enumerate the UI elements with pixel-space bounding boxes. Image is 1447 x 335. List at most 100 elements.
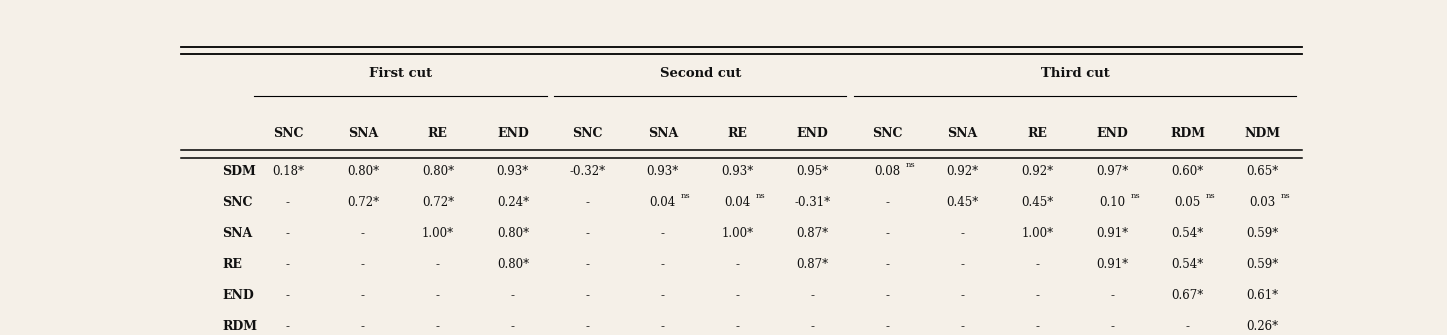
Text: 0.80*: 0.80* — [347, 165, 379, 178]
Text: 0.92*: 0.92* — [1022, 165, 1053, 178]
Text: 1.00*: 1.00* — [1022, 227, 1053, 240]
Text: -: - — [961, 289, 965, 302]
Text: -: - — [1036, 289, 1039, 302]
Text: -: - — [1036, 258, 1039, 271]
Text: -: - — [586, 289, 590, 302]
Text: 0.91*: 0.91* — [1097, 258, 1129, 271]
Text: ns: ns — [1130, 192, 1140, 200]
Text: -: - — [360, 320, 365, 333]
Text: 0.54*: 0.54* — [1172, 227, 1204, 240]
Text: 0.18*: 0.18* — [272, 165, 304, 178]
Text: -: - — [886, 289, 890, 302]
Text: 0.03: 0.03 — [1249, 196, 1276, 209]
Text: SNA: SNA — [223, 227, 253, 240]
Text: -: - — [1111, 320, 1114, 333]
Text: First cut: First cut — [369, 67, 431, 80]
Text: 0.05: 0.05 — [1175, 196, 1201, 209]
Text: -: - — [661, 227, 664, 240]
Text: NDM: NDM — [1244, 127, 1281, 140]
Text: -: - — [287, 196, 289, 209]
Text: -: - — [1036, 320, 1039, 333]
Text: ns: ns — [755, 192, 765, 200]
Text: -: - — [961, 227, 965, 240]
Text: ns: ns — [1205, 192, 1215, 200]
Text: 0.26*: 0.26* — [1246, 320, 1279, 333]
Text: -: - — [1111, 289, 1114, 302]
Text: 0.24*: 0.24* — [496, 196, 530, 209]
Text: END: END — [797, 127, 829, 140]
Text: -: - — [511, 289, 515, 302]
Text: SNA: SNA — [648, 127, 677, 140]
Text: Second cut: Second cut — [660, 67, 741, 80]
Text: 0.97*: 0.97* — [1097, 165, 1129, 178]
Text: 0.08: 0.08 — [874, 165, 900, 178]
Text: -0.31*: -0.31* — [794, 196, 831, 209]
Text: -: - — [360, 258, 365, 271]
Text: -: - — [287, 320, 289, 333]
Text: 0.72*: 0.72* — [347, 196, 379, 209]
Text: 0.92*: 0.92* — [946, 165, 978, 178]
Text: -: - — [436, 289, 440, 302]
Text: 0.93*: 0.93* — [496, 165, 530, 178]
Text: SNC: SNC — [223, 196, 253, 209]
Text: -: - — [886, 258, 890, 271]
Text: -: - — [961, 258, 965, 271]
Text: SNC: SNC — [573, 127, 603, 140]
Text: RE: RE — [1027, 127, 1048, 140]
Text: 0.04: 0.04 — [650, 196, 676, 209]
Text: 0.72*: 0.72* — [421, 196, 454, 209]
Text: END: END — [223, 289, 255, 302]
Text: -: - — [436, 258, 440, 271]
Text: 0.91*: 0.91* — [1097, 227, 1129, 240]
Text: -: - — [886, 320, 890, 333]
Text: RDM: RDM — [1171, 127, 1205, 140]
Text: -: - — [886, 196, 890, 209]
Text: 0.59*: 0.59* — [1246, 227, 1279, 240]
Text: END: END — [496, 127, 528, 140]
Text: 0.54*: 0.54* — [1172, 258, 1204, 271]
Text: -: - — [661, 320, 664, 333]
Text: -: - — [735, 289, 739, 302]
Text: 0.65*: 0.65* — [1246, 165, 1279, 178]
Text: 0.80*: 0.80* — [496, 227, 530, 240]
Text: 0.80*: 0.80* — [421, 165, 454, 178]
Text: 0.10: 0.10 — [1100, 196, 1126, 209]
Text: -: - — [661, 289, 664, 302]
Text: RE: RE — [223, 258, 242, 271]
Text: SDM: SDM — [223, 165, 256, 178]
Text: 0.87*: 0.87* — [797, 258, 829, 271]
Text: -: - — [511, 320, 515, 333]
Text: -: - — [436, 320, 440, 333]
Text: 0.45*: 0.45* — [946, 196, 978, 209]
Text: 0.80*: 0.80* — [496, 258, 530, 271]
Text: 0.87*: 0.87* — [797, 227, 829, 240]
Text: RE: RE — [728, 127, 748, 140]
Text: SNA: SNA — [347, 127, 378, 140]
Text: -: - — [586, 258, 590, 271]
Text: -: - — [886, 227, 890, 240]
Text: 0.59*: 0.59* — [1246, 258, 1279, 271]
Text: -: - — [1185, 320, 1189, 333]
Text: 0.61*: 0.61* — [1246, 289, 1279, 302]
Text: SNA: SNA — [948, 127, 978, 140]
Text: 0.67*: 0.67* — [1172, 289, 1204, 302]
Text: 0.95*: 0.95* — [797, 165, 829, 178]
Text: -: - — [360, 289, 365, 302]
Text: END: END — [1097, 127, 1129, 140]
Text: -: - — [586, 227, 590, 240]
Text: -: - — [586, 320, 590, 333]
Text: 1.00*: 1.00* — [421, 227, 454, 240]
Text: -: - — [586, 196, 590, 209]
Text: -: - — [810, 320, 815, 333]
Text: -: - — [287, 258, 289, 271]
Text: -: - — [287, 227, 289, 240]
Text: Third cut: Third cut — [1040, 67, 1110, 80]
Text: RDM: RDM — [223, 320, 258, 333]
Text: -: - — [360, 227, 365, 240]
Text: 0.45*: 0.45* — [1022, 196, 1053, 209]
Text: -: - — [735, 258, 739, 271]
Text: 0.60*: 0.60* — [1172, 165, 1204, 178]
Text: -: - — [810, 289, 815, 302]
Text: 0.93*: 0.93* — [722, 165, 754, 178]
Text: ns: ns — [682, 192, 690, 200]
